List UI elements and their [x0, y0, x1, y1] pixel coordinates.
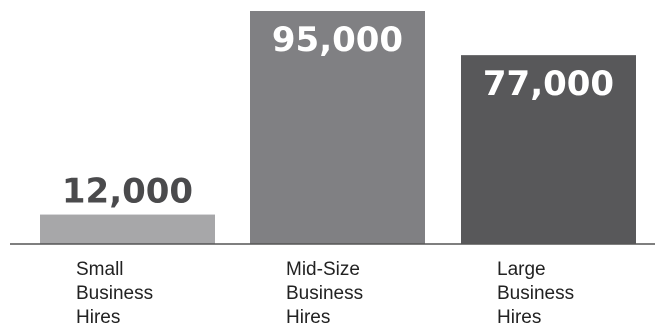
- category-label-line: Business: [76, 283, 153, 304]
- bars-group: [40, 11, 636, 244]
- bar-1: [40, 214, 215, 244]
- category-label-1: Small Business Hires: [76, 259, 153, 328]
- bar-3: [461, 55, 636, 244]
- category-label-line: Small: [76, 259, 124, 280]
- category-label-line: Mid-Size: [286, 259, 360, 280]
- category-label-line: Large: [497, 259, 546, 280]
- bar-2: [250, 11, 425, 244]
- value-label-2: 95,000: [272, 20, 403, 60]
- category-label-line: Business: [286, 283, 363, 304]
- category-label-3: Large Business Hires: [497, 259, 574, 328]
- category-label-line: Hires: [497, 307, 541, 328]
- category-label-line: Hires: [286, 307, 330, 328]
- value-labels-group: 12,000 95,000 77,000: [62, 20, 614, 212]
- value-label-3: 77,000: [483, 64, 614, 104]
- category-labels-group: SmallBusinessHiresMid-SizeBusinessHiresL…: [76, 259, 574, 328]
- category-label-line: Hires: [76, 307, 120, 328]
- category-label-line: Business: [497, 283, 574, 304]
- value-label-1: 12,000: [62, 172, 193, 212]
- category-label-2: Mid-Size Business Hires: [286, 259, 363, 328]
